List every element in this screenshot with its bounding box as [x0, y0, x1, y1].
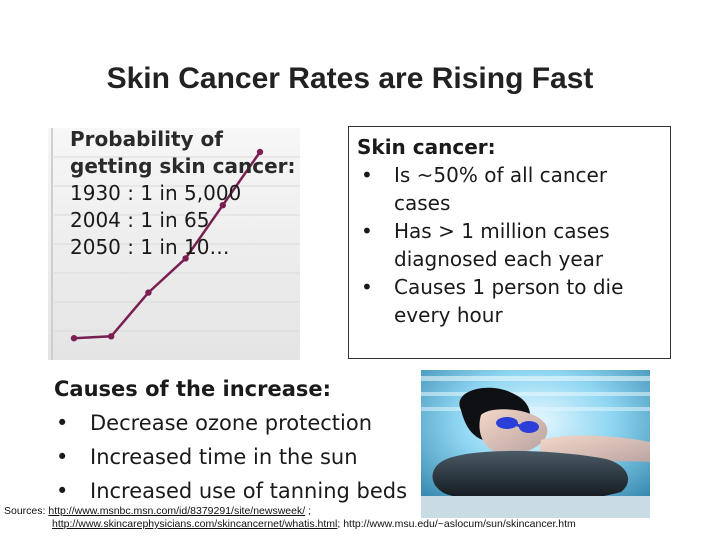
goggles-icon — [496, 417, 518, 429]
data-point — [182, 255, 189, 262]
data-point — [145, 289, 152, 296]
probability-row: 2004 : 1 in 65 — [70, 208, 210, 232]
skin-cancer-list: • Is ~50% of all cancer cases • Has > 1 … — [357, 161, 662, 329]
bullet-icon: • — [361, 163, 373, 187]
probability-heading-line: getting skin cancer: — [70, 154, 296, 178]
list-item: • Causes 1 person to die every hour — [357, 273, 662, 329]
source-link-skincare[interactable]: http://www.skincarephysicians.com/skinca… — [52, 518, 338, 530]
source-link-msnbc[interactable]: http://www.msnbc.msn.com/id/8379291/site… — [48, 505, 306, 517]
sources-footnote: Sources: http://www.msnbc.msn.com/id/837… — [4, 505, 716, 531]
bullet-icon: • — [56, 479, 69, 503]
bullet-icon: • — [361, 275, 373, 299]
chart-grid — [54, 156, 300, 332]
trend-line — [73, 151, 262, 340]
list-item-line: Is ~50% of all cancer — [394, 163, 608, 187]
bullet-icon: • — [56, 445, 69, 469]
trend-chart — [48, 128, 300, 360]
sources-label: Sources: — [4, 505, 46, 517]
probability-text: Probability of getting skin cancer: 1930… — [70, 126, 320, 261]
list-item: • Is ~50% of all cancer cases — [357, 161, 662, 217]
probability-heading: Probability of getting skin cancer: — [70, 126, 320, 180]
list-item-text: Increased time in the sun — [90, 445, 358, 469]
goggles-icon — [519, 421, 539, 433]
list-item-line: Has > 1 million cases — [394, 219, 610, 243]
tanning-bed-base — [421, 496, 650, 518]
list-item-line: diagnosed each year — [394, 247, 604, 271]
list-item-text: Decrease ozone protection — [90, 411, 373, 435]
list-item: • Decrease ozone protection — [54, 406, 434, 440]
data-point — [108, 333, 115, 340]
causes-section: Causes of the increase: • Decrease ozone… — [54, 372, 434, 508]
data-point — [256, 148, 264, 156]
list-item-line: every hour — [394, 303, 503, 327]
probability-heading-line: Probability of — [70, 127, 223, 151]
probability-row: 1930 : 1 in 5,000 — [70, 181, 242, 205]
trend-points — [70, 148, 264, 342]
causes-heading: Causes of the increase: — [54, 377, 332, 401]
sources-separator: ; — [305, 505, 311, 517]
skin-cancer-facts-box: Skin cancer: • Is ~50% of all cancer cas… — [348, 126, 671, 359]
source-text-msu: http://www.msu.edu/~aslocum/sun/skincanc… — [343, 518, 576, 530]
list-item-text: Increased use of tanning beds — [90, 479, 408, 503]
bullet-icon: • — [361, 219, 373, 243]
list-item: • Increased use of tanning beds — [54, 474, 434, 508]
data-point — [70, 335, 78, 342]
list-item-line: Causes 1 person to die — [394, 275, 624, 299]
causes-list: • Decrease ozone protection • Increased … — [54, 406, 434, 508]
data-point — [219, 202, 226, 209]
list-item-line: cases — [394, 191, 451, 215]
slide-title: Skin Cancer Rates are Rising Fast — [106, 62, 594, 95]
tanning-bed-photo — [421, 370, 650, 518]
skin-cancer-heading: Skin cancer: — [357, 135, 496, 159]
pillow — [432, 450, 629, 503]
uv-tubes — [421, 376, 650, 411]
sources-separator: ; — [337, 518, 344, 530]
probability-row: 2050 : 1 in 10… — [70, 235, 230, 259]
face — [479, 409, 548, 455]
bullet-icon: • — [56, 411, 69, 435]
list-item: • Increased time in the sun — [54, 440, 434, 474]
list-item: • Has > 1 million cases diagnosed each y… — [357, 217, 662, 273]
